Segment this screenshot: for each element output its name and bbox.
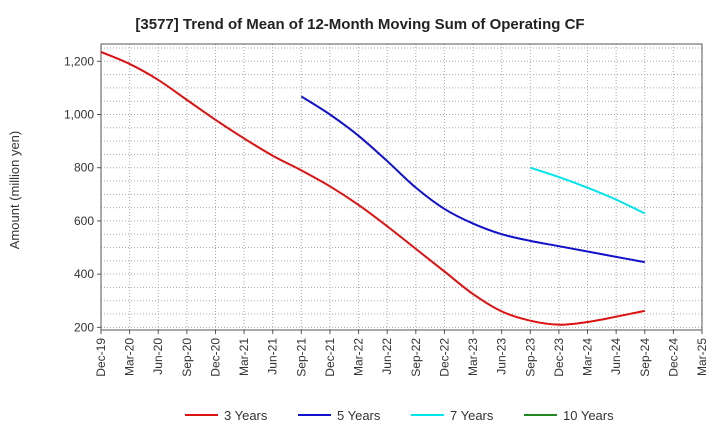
- x-tick-label: Sep-24: [638, 338, 652, 377]
- x-tick-label: Sep-22: [409, 338, 423, 377]
- x-tick-label: Mar-22: [352, 338, 366, 376]
- y-tick-label: 1,000: [64, 108, 94, 122]
- series-line-3-years: [100, 51, 645, 326]
- x-tick-label: Sep-20: [180, 338, 194, 377]
- x-tick-label: Dec-22: [437, 338, 451, 377]
- legend-label-10-years: 10 Years: [563, 408, 614, 423]
- series-lines: [100, 51, 646, 326]
- x-tick-label: Jun-21: [266, 338, 280, 375]
- y-axis-ticks: 200 400 600 800 1,000 1,200: [64, 54, 101, 334]
- x-tick-label: Mar-24: [581, 338, 595, 376]
- y-tick-label: 800: [74, 161, 94, 175]
- grid: [101, 44, 702, 330]
- legend-label-5-years: 5 Years: [337, 408, 381, 423]
- x-tick-label: Dec-19: [94, 338, 108, 377]
- y-axis-label: Amount (million yen): [7, 131, 22, 250]
- x-axis-ticks: Dec-19 Mar-20 Jun-20 Sep-20 Dec-20 Mar-21 Jun-…: [94, 330, 709, 377]
- x-tick-label: Mar-23: [466, 338, 480, 376]
- y-tick-label: 200: [74, 320, 94, 334]
- x-tick-label: Mar-20: [123, 338, 137, 376]
- x-tick-label: Mar-21: [237, 338, 251, 376]
- y-tick-label: 600: [74, 214, 94, 228]
- legend-label-7-years: 7 Years: [450, 408, 494, 423]
- plot-area: [100, 43, 703, 331]
- chart-title: [3577] Trend of Mean of 12-Month Moving …: [135, 16, 584, 33]
- y-tick-label: 400: [74, 267, 94, 281]
- x-tick-label: Mar-25: [695, 338, 709, 376]
- x-tick-label: Dec-24: [666, 338, 680, 377]
- series-line-7-years: [529, 166, 646, 215]
- x-tick-label: Dec-20: [208, 338, 222, 377]
- legend-label-3-years: 3 Years: [224, 408, 268, 423]
- x-tick-label: Dec-23: [552, 338, 566, 377]
- x-tick-label: Jun-23: [495, 338, 509, 375]
- x-tick-label: Dec-21: [323, 338, 337, 377]
- y-tick-label: 1,200: [64, 54, 94, 68]
- legend: 3 Years 5 Years 7 Years 10 Years: [185, 408, 614, 423]
- x-tick-label: Sep-21: [294, 338, 308, 377]
- x-tick-label: Jun-20: [151, 338, 165, 375]
- x-tick-label: Jun-22: [380, 338, 394, 375]
- series-line-5-years: [300, 95, 645, 264]
- x-tick-label: Jun-24: [609, 338, 623, 375]
- x-tick-label: Sep-23: [523, 338, 537, 377]
